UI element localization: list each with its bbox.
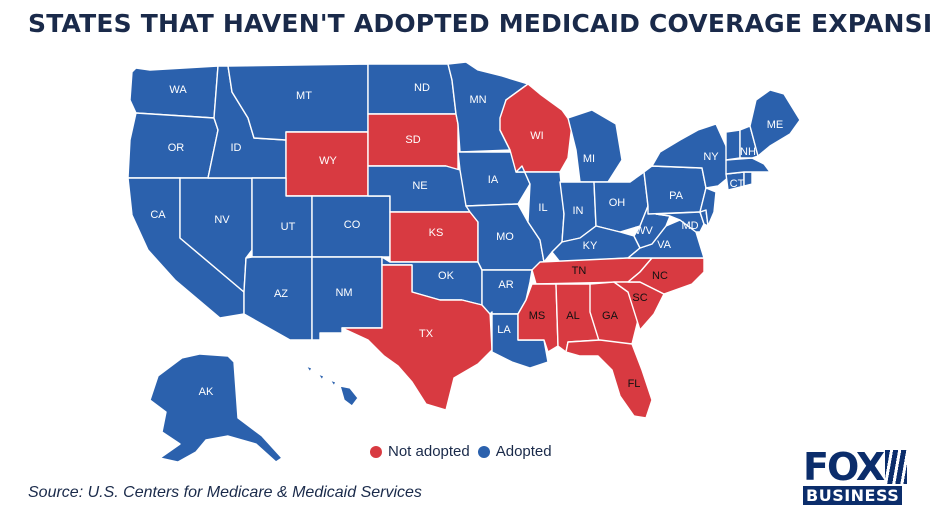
legend-swatch-adopted (477, 445, 490, 458)
legend-item-not-adopted: Not adopted (370, 443, 470, 460)
state-label-or: OR (168, 142, 185, 154)
state-nj[interactable] (699, 187, 717, 227)
state-label-ia: IA (488, 174, 499, 186)
source-note: Source: U.S. Centers for Medicare & Medi… (28, 484, 422, 501)
state-fl[interactable] (565, 339, 653, 419)
state-label-co: CO (344, 219, 361, 231)
state-label-sd: SD (405, 134, 420, 146)
state-me[interactable] (749, 89, 801, 157)
state-label-ms: MS (529, 310, 546, 322)
legend-swatch-not-adopted (370, 445, 382, 458)
state-label-nm: NM (335, 287, 352, 299)
state-label-ne: NE (412, 180, 427, 192)
state-label-nh: NH (740, 146, 756, 158)
state-label-nd: ND (414, 82, 430, 94)
state-label-id: ID (231, 142, 242, 154)
state-label-va: VA (657, 239, 672, 251)
state-label-ny: NY (703, 151, 719, 163)
state-label-ok: OK (438, 270, 455, 282)
state-label-nv: NV (214, 214, 230, 226)
state-label-md: MD (681, 220, 698, 232)
state-label-in: IN (573, 205, 584, 217)
state-label-ct: CT (730, 178, 745, 190)
state-nc[interactable] (627, 257, 705, 295)
state-label-ca: CA (150, 209, 166, 221)
business-logo-text: BUSINESS (803, 486, 903, 505)
fox-logo-text: FOX (803, 445, 885, 489)
state-label-ar: AR (498, 279, 513, 291)
state-label-az: AZ (274, 288, 288, 300)
fox-business-logo: FOX BUSINESS (803, 448, 915, 506)
state-label-pa: PA (669, 190, 684, 202)
state-label-wi: WI (530, 130, 543, 142)
state-label-mo: MO (496, 231, 514, 243)
state-wi[interactable] (499, 83, 573, 173)
state-label-ks: KS (429, 227, 444, 239)
state-label-oh: OH (609, 197, 626, 209)
state-label-ak: AK (199, 386, 214, 398)
state-vt[interactable] (725, 129, 741, 161)
state-label-sc: SC (632, 292, 647, 304)
state-label-ky: KY (583, 240, 598, 252)
state-label-mn: MN (469, 94, 486, 106)
fox-logo-slash-icon (885, 450, 908, 484)
state-ma[interactable] (725, 157, 771, 175)
state-label-al: AL (566, 310, 579, 322)
fox-logo-wordmark: FOX (803, 448, 915, 486)
state-label-nc: NC (652, 270, 668, 282)
state-label-wv: WV (635, 225, 653, 237)
state-label-il: IL (538, 202, 547, 214)
state-label-la: LA (497, 324, 511, 336)
page-title: STATES THAT HAVEN'T ADOPTED MEDICAID COV… (28, 9, 931, 38)
state-nh[interactable] (739, 125, 759, 159)
map-legend: Not adopted Adopted (370, 443, 560, 460)
state-hi[interactable] (305, 365, 359, 407)
state-label-me: ME (767, 119, 784, 131)
state-ak[interactable] (149, 353, 283, 463)
state-ri[interactable] (743, 171, 753, 187)
state-label-ut: UT (281, 221, 296, 233)
state-label-mi: MI (583, 153, 595, 165)
legend-item-adopted: Adopted (477, 443, 552, 460)
state-label-mt: MT (296, 90, 312, 102)
state-label-wa: WA (169, 84, 187, 96)
legend-label-adopted: Adopted (495, 443, 552, 460)
state-label-tx: TX (419, 328, 434, 340)
state-label-ga: GA (602, 310, 619, 322)
state-mi[interactable] (567, 109, 623, 183)
legend-label-not-adopted: Not adopted (388, 443, 470, 460)
state-label-tn: TN (572, 265, 587, 277)
state-tx[interactable] (341, 264, 493, 411)
state-label-fl: FL (628, 378, 641, 390)
state-nd[interactable] (367, 63, 457, 115)
state-label-wy: WY (319, 155, 337, 167)
